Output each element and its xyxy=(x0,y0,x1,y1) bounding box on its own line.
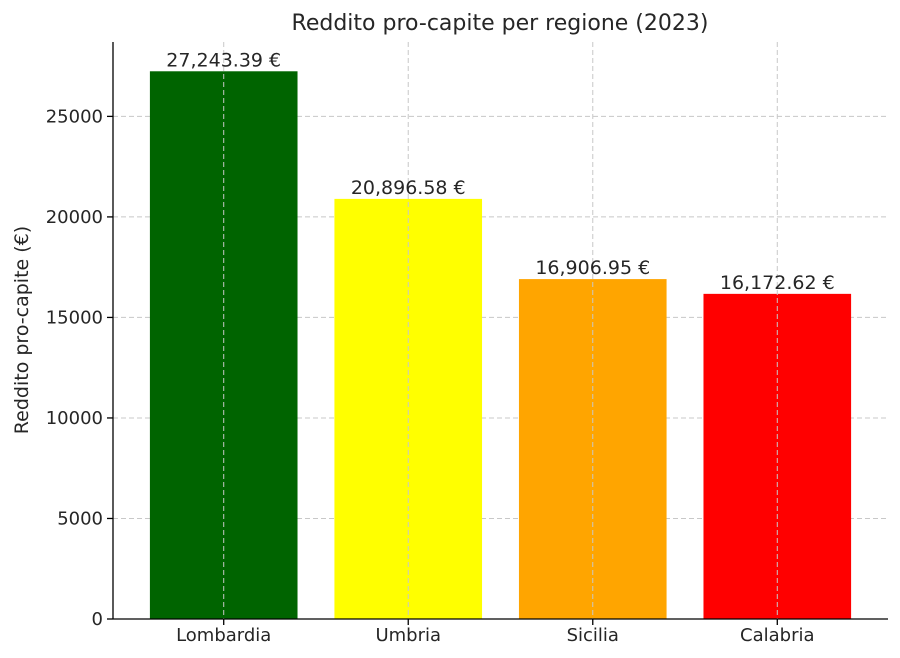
y-axis-label: Reddito pro-capite (€) xyxy=(11,226,33,434)
y-tick-label: 15000 xyxy=(46,307,103,328)
x-tick-label: Sicilia xyxy=(567,625,619,646)
axes xyxy=(107,42,888,625)
x-tick-label: Calabria xyxy=(740,625,815,646)
x-tick-label: Lombardia xyxy=(176,625,271,646)
data-label: 27,243.39 € xyxy=(166,49,281,71)
y-tick-label: 5000 xyxy=(57,508,103,529)
labels: 0 5000 10000 15000 20000 25000 Lombardia 27,243… xyxy=(46,49,835,646)
y-tick-label: 0 xyxy=(92,609,103,630)
y-tick-label: 10000 xyxy=(46,408,103,429)
data-label: 16,172.62 € xyxy=(720,272,835,294)
bar-lombardia xyxy=(149,71,298,619)
chart-title: Reddito pro-capite per regione (2023) xyxy=(292,11,709,36)
y-tick-label: 20000 xyxy=(46,207,103,228)
y-tick-label: 25000 xyxy=(46,106,103,127)
x-tick-label: Umbria xyxy=(375,625,441,646)
bars xyxy=(149,71,852,619)
data-label: 16,906.95 € xyxy=(535,257,650,279)
data-label: 20,896.58 € xyxy=(351,177,466,199)
vertical-grid xyxy=(223,42,778,619)
